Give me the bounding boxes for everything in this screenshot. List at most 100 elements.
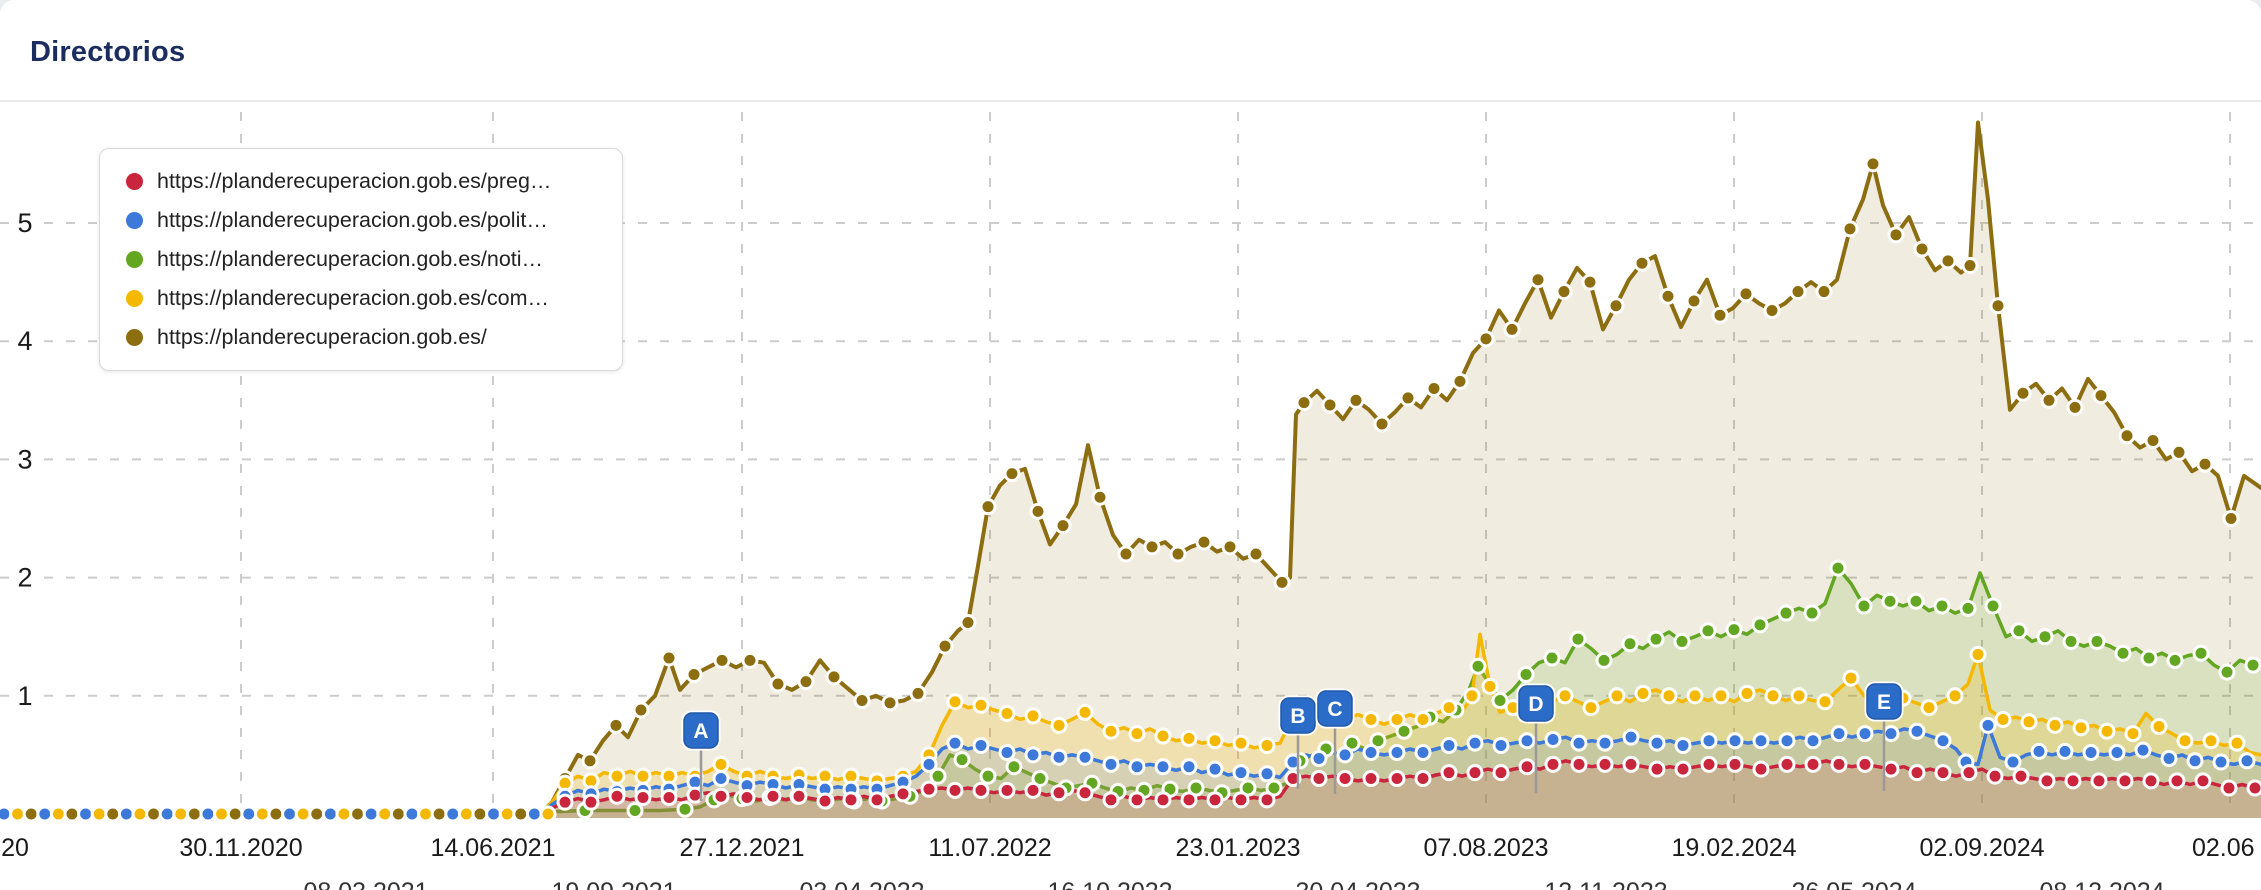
data-point-marker[interactable] [1284, 770, 1302, 788]
data-point-marker[interactable] [321, 805, 339, 823]
data-point-marker[interactable] [936, 637, 954, 655]
data-point-marker[interactable] [1440, 736, 1458, 754]
data-point-marker[interactable] [1117, 545, 1135, 563]
data-point-marker[interactable] [1102, 722, 1120, 740]
data-point-marker[interactable] [172, 805, 190, 823]
data-point-marker[interactable] [2220, 779, 2238, 797]
data-point-marker[interactable] [226, 805, 244, 823]
data-point-marker[interactable] [634, 788, 652, 806]
data-point-marker[interactable] [972, 696, 990, 714]
data-point-marker[interactable] [920, 780, 938, 798]
data-point-marker[interactable] [825, 668, 843, 686]
data-point-marker[interactable] [1258, 765, 1276, 783]
data-point-marker[interactable] [2176, 732, 2194, 750]
data-point-marker[interactable] [1258, 791, 1276, 809]
data-point-marker[interactable] [1570, 755, 1588, 773]
data-point-marker[interactable] [1622, 728, 1640, 746]
data-point-marker[interactable] [2140, 649, 2158, 667]
data-point-marker[interactable] [1634, 684, 1652, 702]
data-point-marker[interactable] [2160, 749, 2178, 767]
data-point-marker[interactable] [764, 787, 782, 805]
data-point-marker[interactable] [1273, 573, 1291, 591]
data-point-marker[interactable] [1247, 545, 1265, 563]
event-pin-B[interactable]: B [1278, 695, 1318, 790]
data-point-marker[interactable] [1725, 621, 1743, 639]
data-point-marker[interactable] [1864, 155, 1882, 173]
data-point-marker[interactable] [1804, 755, 1822, 773]
visibility-chart-canvas[interactable]: 5 4 3 2 1 30.11.2020 14.06.2021 27.12.2021 11.07… [0, 104, 2261, 890]
data-point-marker[interactable] [998, 781, 1016, 799]
data-point-marker[interactable] [1518, 732, 1536, 750]
data-point-marker[interactable] [1050, 784, 1068, 802]
data-point-marker[interactable] [1726, 755, 1744, 773]
data-point-marker[interactable] [1321, 396, 1339, 414]
data-point-marker[interactable] [1855, 597, 1873, 615]
data-point-marker[interactable] [1544, 755, 1562, 773]
data-point-marker[interactable] [1451, 372, 1469, 390]
data-point-marker[interactable] [2134, 741, 2152, 759]
data-point-marker[interactable] [1660, 687, 1678, 705]
data-point-marker[interactable] [998, 705, 1016, 723]
data-point-marker[interactable] [49, 805, 67, 823]
data-point-marker[interactable] [608, 787, 626, 805]
data-point-marker[interactable] [1842, 669, 1860, 687]
data-point-marker[interactable] [1570, 734, 1588, 752]
data-point-marker[interactable] [185, 805, 203, 823]
data-point-marker[interactable] [1699, 622, 1717, 640]
data-point-marker[interactable] [1933, 597, 1951, 615]
data-point-marker[interactable] [676, 800, 694, 818]
data-point-marker[interactable] [1388, 744, 1406, 762]
data-point-marker[interactable] [1154, 758, 1172, 776]
data-point-marker[interactable] [1856, 755, 1874, 773]
data-point-marker[interactable] [362, 805, 380, 823]
data-point-marker[interactable] [2056, 742, 2074, 760]
data-point-marker[interactable] [512, 805, 530, 823]
data-point-marker[interactable] [1054, 517, 1072, 535]
data-point-marker[interactable] [1517, 666, 1535, 684]
data-point-marker[interactable] [713, 651, 731, 669]
data-point-marker[interactable] [1815, 283, 1833, 301]
data-point-marker[interactable] [1777, 604, 1795, 622]
data-point-marker[interactable] [581, 752, 599, 770]
visibility-chart[interactable]: 5 4 3 2 1 30.11.2020 14.06.2021 27.12.2021 11.07… [0, 104, 2261, 890]
data-point-marker[interactable] [36, 805, 54, 823]
data-point-marker[interactable] [979, 767, 997, 785]
data-point-marker[interactable] [104, 805, 122, 823]
data-point-marker[interactable] [2090, 772, 2108, 790]
data-point-marker[interactable] [498, 805, 516, 823]
data-point-marker[interactable] [972, 781, 990, 799]
data-point-marker[interactable] [608, 767, 626, 785]
data-point-marker[interactable] [457, 805, 475, 823]
data-point-marker[interactable] [1195, 533, 1213, 551]
data-point-marker[interactable] [63, 805, 81, 823]
data-point-marker[interactable] [920, 755, 938, 773]
data-point-marker[interactable] [281, 805, 299, 823]
data-point-marker[interactable] [2012, 767, 2030, 785]
data-point-marker[interactable] [1076, 703, 1094, 721]
data-point-marker[interactable] [1700, 755, 1718, 773]
data-point-marker[interactable] [660, 649, 678, 667]
data-point-marker[interactable] [1258, 736, 1276, 754]
data-point-marker[interactable] [1986, 767, 2004, 785]
legend-item[interactable]: https://planderecuperacion.gob.es/com… [126, 279, 602, 318]
data-point-marker[interactable] [2116, 772, 2134, 790]
data-point-marker[interactable] [1362, 770, 1380, 788]
data-point-marker[interactable] [444, 805, 462, 823]
data-point-marker[interactable] [2150, 718, 2168, 736]
data-point-marker[interactable] [1685, 292, 1703, 310]
data-point-marker[interactable] [308, 805, 326, 823]
data-point-marker[interactable] [868, 791, 886, 809]
data-point-marker[interactable] [1920, 699, 1938, 717]
data-point-marker[interactable] [1477, 330, 1495, 348]
data-point-marker[interactable] [2218, 663, 2236, 681]
data-point-marker[interactable] [1024, 746, 1042, 764]
data-point-marker[interactable] [1569, 630, 1587, 648]
data-point-marker[interactable] [1024, 707, 1042, 725]
data-point-marker[interactable] [842, 791, 860, 809]
data-point-marker[interactable] [929, 767, 947, 785]
data-point-marker[interactable] [267, 805, 285, 823]
event-pin-E[interactable]: E [1864, 681, 1904, 792]
data-point-marker[interactable] [1581, 273, 1599, 291]
data-point-marker[interactable] [1841, 220, 1859, 238]
data-point-marker[interactable] [471, 805, 489, 823]
